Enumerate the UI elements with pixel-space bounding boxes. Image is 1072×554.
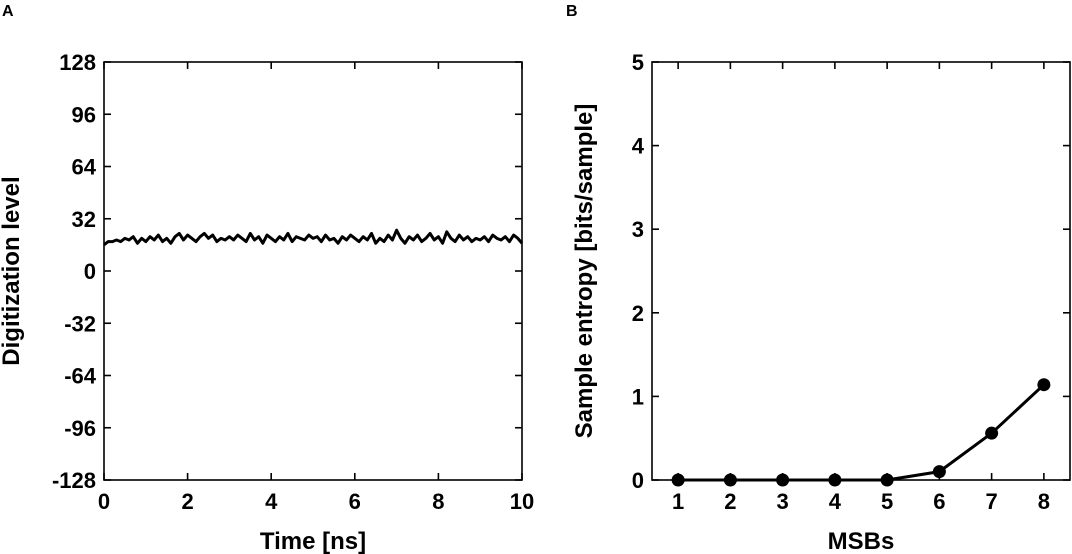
panel-a-y-tick-label: 32 <box>72 207 96 232</box>
panel-b-y-tick-label: 1 <box>632 384 644 409</box>
panel-a-label: A <box>2 3 14 20</box>
panel-b-data-point <box>985 426 999 440</box>
panel-b-x-tick-label: 6 <box>933 489 945 514</box>
panel-b-x-tick-label: 2 <box>724 489 736 514</box>
panel-b-data-point <box>671 473 685 487</box>
panel-b-y-tick-label: 3 <box>632 217 644 242</box>
panel-b-label: B <box>566 3 578 20</box>
panel-a: A 0 2 4 6 8 10 128 96 64 32 0 -32 -64 -96 -128 Time [n… <box>0 3 534 554</box>
panel-b-x-tick-label: 4 <box>829 489 842 514</box>
panel-b-y-tick-label: 0 <box>632 468 644 493</box>
panel-b-x-axis-label: MSBs <box>828 528 895 554</box>
panel-a-y-tick-label: -32 <box>64 311 96 336</box>
panel-a-y-tick-label: -96 <box>64 416 96 441</box>
panel-b-x-tick-label: 1 <box>672 489 684 514</box>
panel-a-y-tick-label: -64 <box>64 364 97 389</box>
panel-a-x-tick-label: 10 <box>510 489 534 514</box>
panel-b-y-tick-label: 5 <box>632 50 644 75</box>
panel-a-series-line <box>103 228 524 247</box>
panel-b-data-point <box>723 473 737 487</box>
panel-b-x-tick-label: 7 <box>986 489 998 514</box>
panel-b-series <box>671 378 1051 487</box>
panel-b-x-tick-label: 5 <box>881 489 893 514</box>
panel-a-y-tick-label: 64 <box>72 155 97 180</box>
panel-b-data-point <box>880 473 894 487</box>
panel-a-y-tick-label: 128 <box>59 50 96 75</box>
panel-a-x-axis-label: Time [ns] <box>260 528 366 554</box>
panel-b-series-line <box>678 383 1045 482</box>
panel-b-data-point <box>828 473 842 487</box>
panel-b-data-point <box>932 465 946 479</box>
panel-b-x-tick-label: 3 <box>777 489 789 514</box>
panel-a-x-tick-label: 8 <box>432 489 444 514</box>
panel-b: B 1 2 3 4 5 6 7 8 5 4 3 2 1 0 MSBs Sample entropy [bi… <box>566 3 1071 554</box>
panel-a-y-tick-label: -128 <box>52 468 96 493</box>
panel-a-y-tick-label: 96 <box>72 102 96 127</box>
panel-a-x-tick-label: 6 <box>349 489 361 514</box>
panel-a-ticks: 0 2 4 6 8 10 128 96 64 32 0 -32 -64 -96 -128 <box>52 50 534 514</box>
panel-b-ticks: 1 2 3 4 5 6 7 8 5 4 3 2 1 0 <box>632 50 1070 514</box>
panel-a-x-tick-label: 4 <box>265 489 278 514</box>
panel-a-x-tick-label: 2 <box>181 489 193 514</box>
panel-b-data-point <box>776 473 790 487</box>
panel-b-data-point <box>1037 378 1051 392</box>
panel-b-x-tick-label: 8 <box>1038 489 1050 514</box>
panel-a-x-tick-label: 0 <box>98 489 110 514</box>
panel-b-y-axis-label: Sample entropy [bits/sample] <box>571 104 598 439</box>
panel-a-y-axis-label: Digitization level <box>0 176 25 365</box>
panel-b-y-tick-label: 4 <box>632 134 645 159</box>
panel-a-y-tick-label: 0 <box>84 259 96 284</box>
panel-a-plot-frame <box>103 61 523 481</box>
panel-b-y-tick-label: 2 <box>632 301 644 326</box>
panel-a-series <box>103 228 524 247</box>
